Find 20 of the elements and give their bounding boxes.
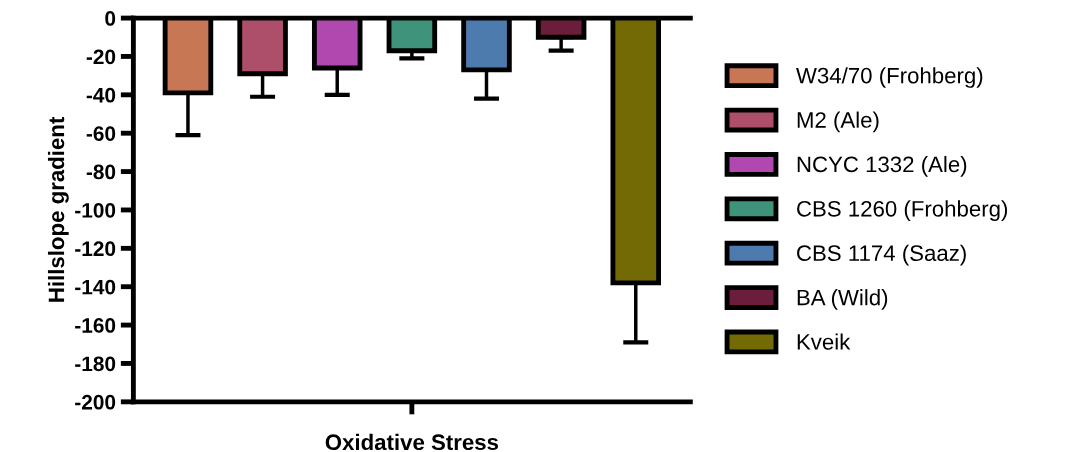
y-tick-label: -160 [75, 318, 116, 333]
y-tick-label: -100 [75, 202, 116, 218]
y-tick-label: -120 [75, 241, 116, 257]
y-tick-label: -80 [86, 164, 116, 180]
y-tick-label: 0 [105, 11, 116, 26]
legend-label: BA (Wild) [797, 289, 888, 310]
y-tick-label: -180 [75, 356, 116, 372]
legend-label: CBS 1260 (Frohberg) [797, 200, 1008, 222]
y-tick-label: -40 [86, 87, 116, 103]
y-tick-label: -140 [75, 279, 116, 295]
y-tick-label: -20 [86, 49, 116, 65]
legend-label: NCYC 1332 (Ale) [797, 155, 967, 177]
legend-label: M2 (Ale) [797, 111, 879, 133]
x-tick-label: Oxidative Stress [325, 433, 499, 451]
legend-label: CBS 1174 (Saaz) [797, 244, 966, 266]
y-axis-title: Hillslope gradient [47, 117, 69, 302]
legend-label: Kveik [797, 333, 851, 350]
legend-label: W34/70 (Frohberg) [796, 67, 983, 88]
y-tick-label: -60 [86, 126, 116, 141]
y-tick-label: -200 [75, 394, 116, 410]
